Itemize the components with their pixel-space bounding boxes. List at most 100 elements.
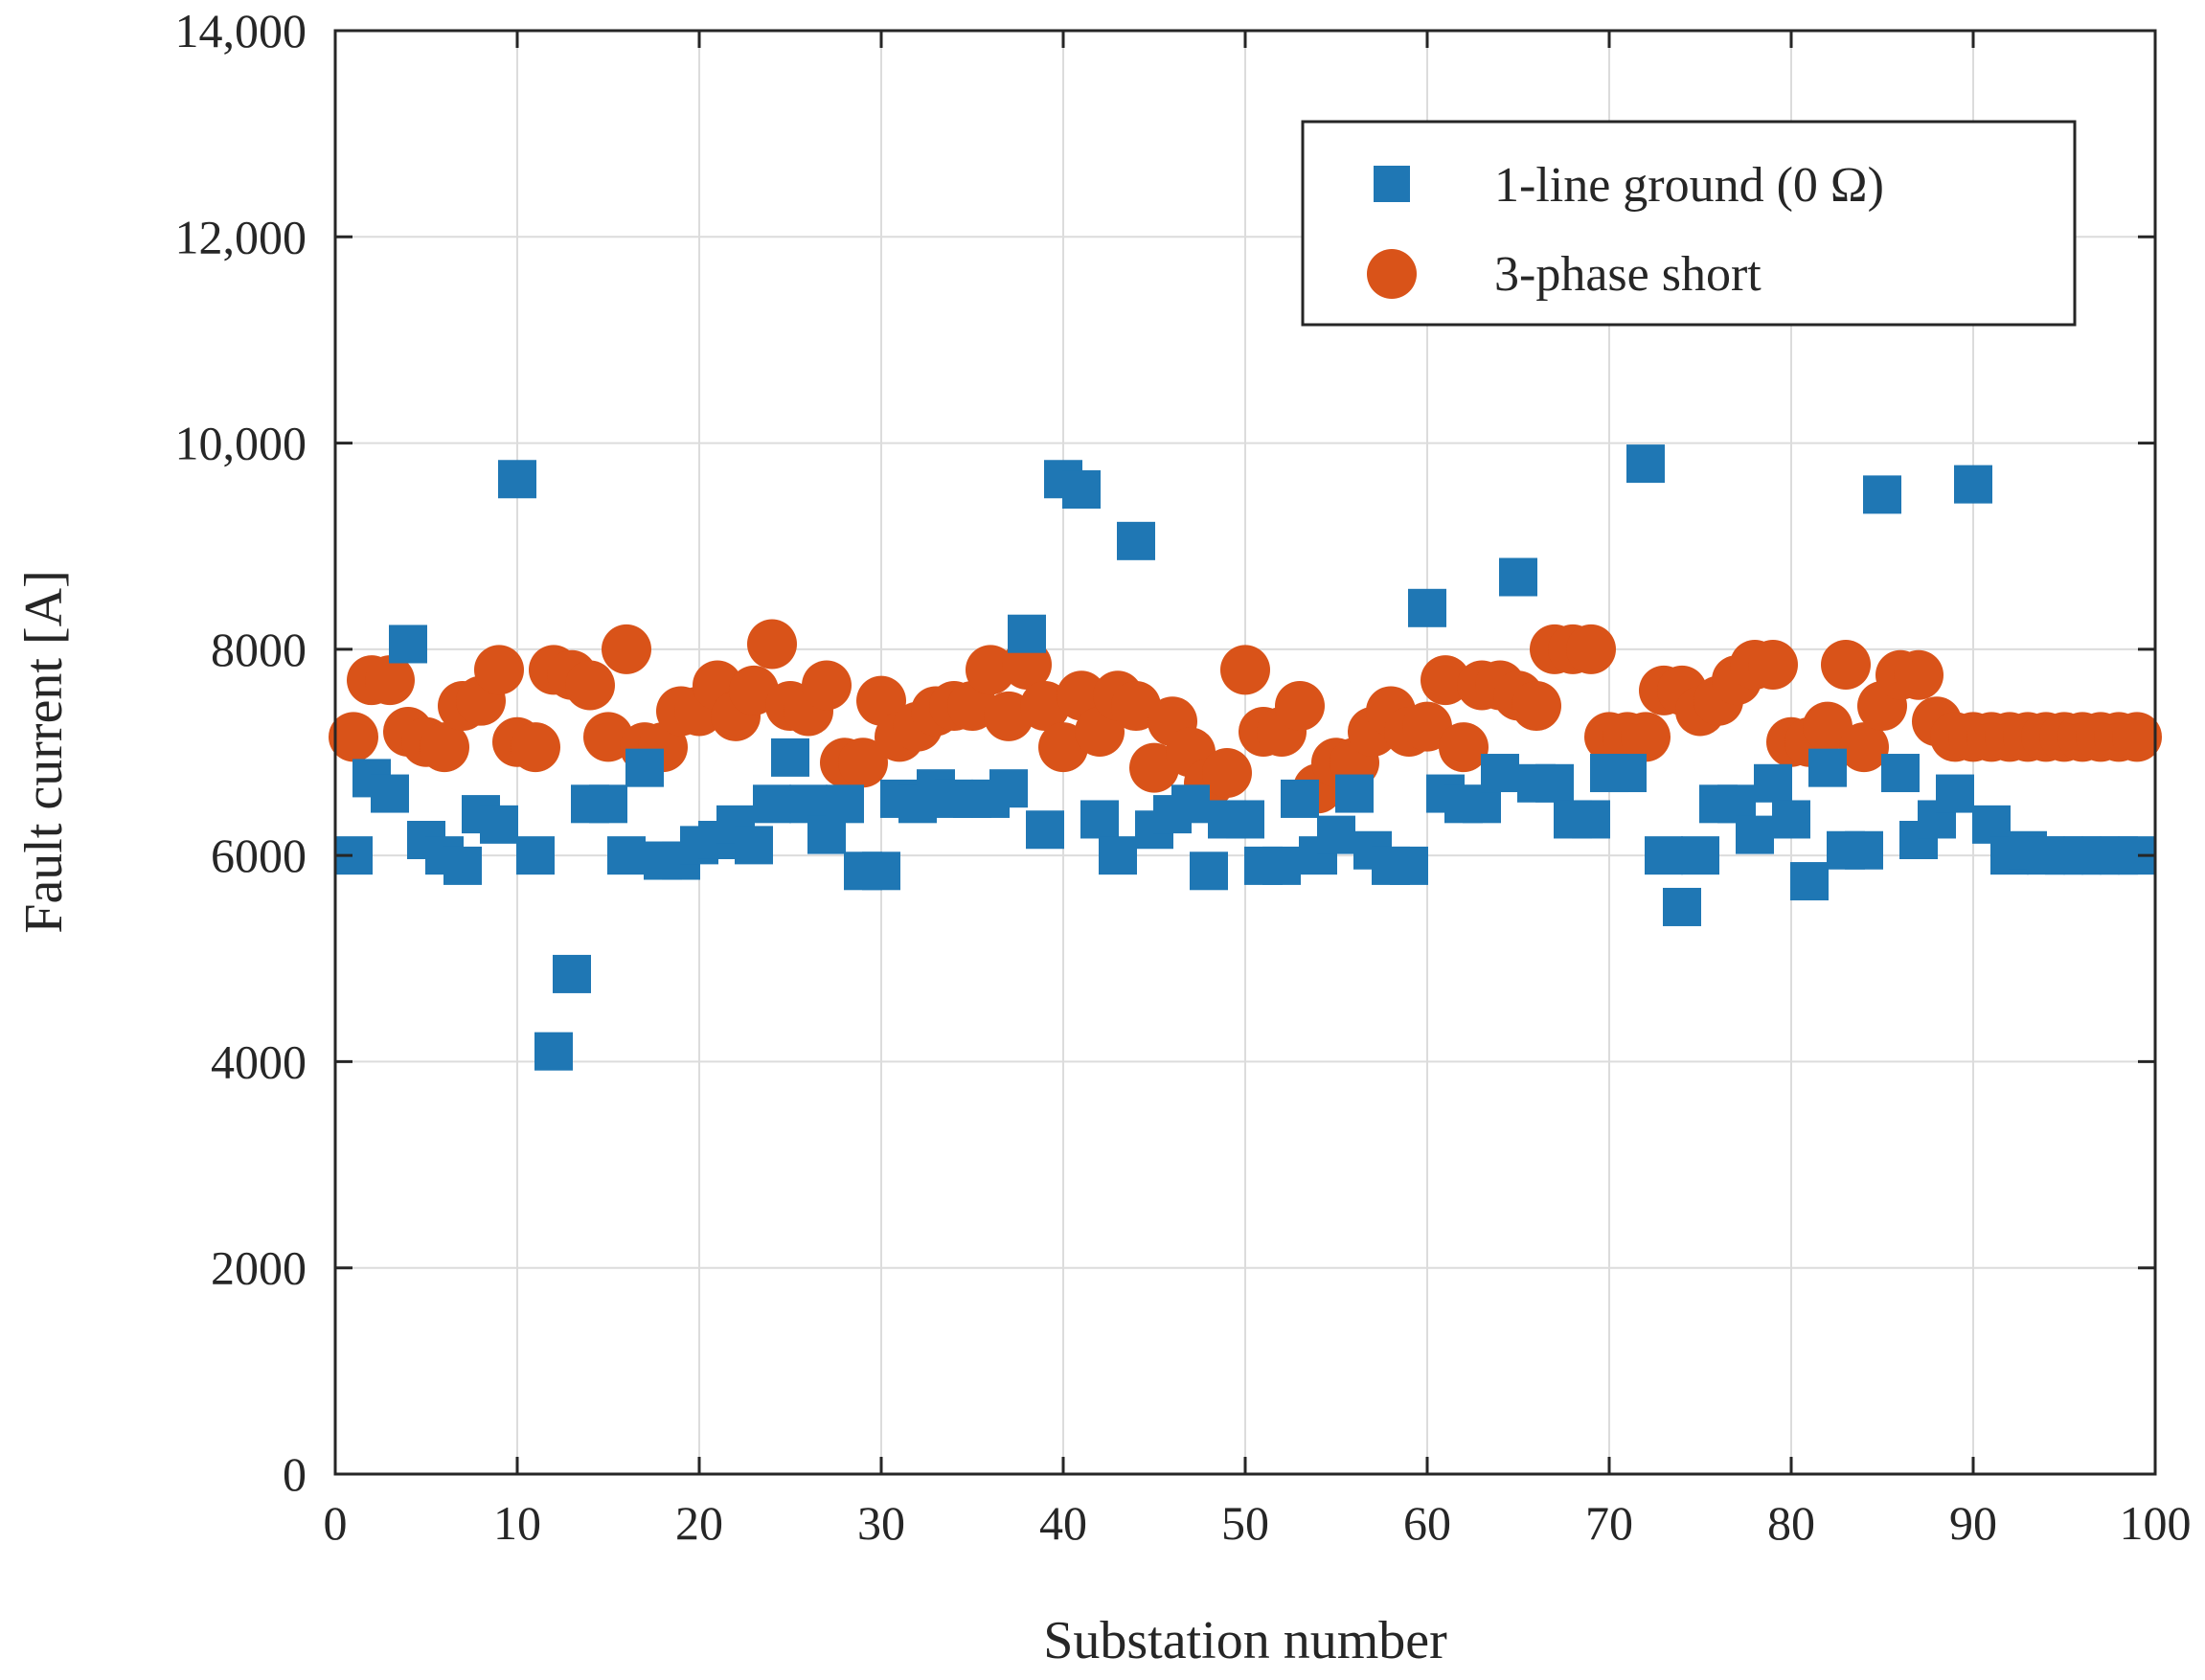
y-tick-label: 6000 <box>211 829 307 882</box>
data-point-square <box>1171 784 1210 824</box>
data-point-square <box>1608 754 1647 793</box>
data-point-circle <box>1821 640 1871 691</box>
data-point-square <box>1845 830 1883 870</box>
data-point-circle <box>747 619 797 670</box>
y-tick-label: 2000 <box>211 1241 307 1295</box>
data-point-square <box>1080 800 1119 839</box>
data-point-circle <box>474 645 524 695</box>
x-tick-label: 70 <box>1585 1496 1633 1550</box>
data-point-square <box>1808 748 1847 787</box>
legend: 1-line ground (0 Ω) 3-phase short <box>1301 120 2077 327</box>
data-point-square <box>1281 779 1319 818</box>
legend-label-1-line-ground: 1-line ground (0 Ω) <box>1494 158 1884 213</box>
data-point-circle <box>1566 624 1616 674</box>
series-1-line-ground <box>334 444 2156 1071</box>
data-point-square <box>498 460 536 499</box>
data-point-circle <box>1421 655 1470 706</box>
x-tick-label: 0 <box>324 1496 348 1550</box>
data-point-square <box>1663 887 1701 926</box>
data-point-square <box>826 784 864 824</box>
data-point-square <box>1099 836 1137 875</box>
data-point-circle <box>1894 649 1944 700</box>
x-tick-label: 20 <box>675 1496 723 1550</box>
y-tick-label: 14,000 <box>175 4 307 57</box>
data-point-square <box>1008 614 1046 653</box>
x-tick-label: 100 <box>2120 1496 2192 1550</box>
data-point-circle <box>2112 712 2162 762</box>
data-point-square <box>1262 846 1301 885</box>
data-point-circle <box>1220 645 1270 695</box>
data-point-square <box>480 805 518 844</box>
data-point-square <box>553 954 591 993</box>
data-point-square <box>753 784 791 824</box>
x-tick-label: 90 <box>1949 1496 1997 1550</box>
data-point-square <box>1117 521 1155 560</box>
data-point-square <box>1226 800 1264 839</box>
data-point-circle <box>329 712 378 762</box>
data-point-square <box>1062 470 1101 510</box>
data-point-square <box>1190 851 1228 891</box>
legend-box <box>1301 120 2077 327</box>
data-point-square <box>1499 557 1537 597</box>
data-point-square <box>1335 774 1374 813</box>
legend-label-3-phase-short: 3-phase short <box>1494 247 1762 302</box>
data-point-square <box>1881 754 1920 793</box>
data-point-circle <box>1439 722 1489 773</box>
y-axis-title: Fault current [A] <box>14 570 74 933</box>
data-point-square <box>1317 815 1355 854</box>
data-point-square <box>1736 815 1774 854</box>
data-point-circle <box>1803 701 1853 752</box>
data-point-circle <box>966 645 1015 695</box>
legend-marker-circle <box>1367 249 1417 299</box>
data-point-circle <box>565 660 615 711</box>
data-point-square <box>1572 800 1610 839</box>
data-point-circle <box>602 624 651 674</box>
x-axis-title: Substation number <box>1043 1611 1447 1670</box>
data-point-square <box>1626 444 1665 484</box>
data-point-square <box>443 846 482 885</box>
x-tick-label: 10 <box>493 1496 541 1550</box>
data-point-circle <box>838 738 888 788</box>
data-series <box>329 444 2162 1071</box>
data-point-square <box>371 774 409 813</box>
data-point-circle <box>1839 722 1889 773</box>
data-point-circle <box>1275 681 1325 732</box>
y-tick-label: 12,000 <box>175 210 307 263</box>
x-tick-label: 80 <box>1767 1496 1815 1550</box>
data-point-circle <box>511 722 560 773</box>
data-point-square <box>771 738 809 777</box>
x-tick-label: 40 <box>1039 1496 1087 1550</box>
y-tick-label: 10,000 <box>175 417 307 470</box>
data-point-square <box>589 784 627 824</box>
axis-ticks <box>333 29 2157 1476</box>
data-point-square <box>1645 836 1683 875</box>
data-point-circle <box>1512 681 1561 732</box>
data-point-square <box>1936 774 1974 813</box>
data-point-square <box>389 624 427 664</box>
data-point-square <box>735 826 773 865</box>
y-tick-label: 4000 <box>211 1034 307 1088</box>
x-tick-label: 60 <box>1403 1496 1451 1550</box>
data-point-circle <box>1402 701 1452 752</box>
data-point-square <box>516 836 555 875</box>
data-point-square <box>1681 836 1719 875</box>
data-point-square <box>1535 763 1574 803</box>
data-point-circle <box>1748 640 1798 691</box>
data-point-circle <box>365 655 415 706</box>
legend-marker-square <box>1374 166 1410 202</box>
x-tick-label: 30 <box>857 1496 905 1550</box>
data-point-square <box>1408 588 1446 627</box>
y-tick-label: 8000 <box>211 623 307 676</box>
data-point-square <box>1026 810 1064 850</box>
x-tick-label: 50 <box>1221 1496 1269 1550</box>
data-point-square <box>1863 475 1901 514</box>
data-point-circle <box>1202 748 1252 799</box>
data-point-circle <box>420 722 469 773</box>
data-point-square <box>1790 862 1829 901</box>
data-point-square <box>607 836 646 875</box>
data-point-square <box>862 851 900 891</box>
data-point-square <box>989 769 1028 808</box>
data-point-square <box>1772 800 1810 839</box>
data-point-square <box>1954 465 1992 504</box>
